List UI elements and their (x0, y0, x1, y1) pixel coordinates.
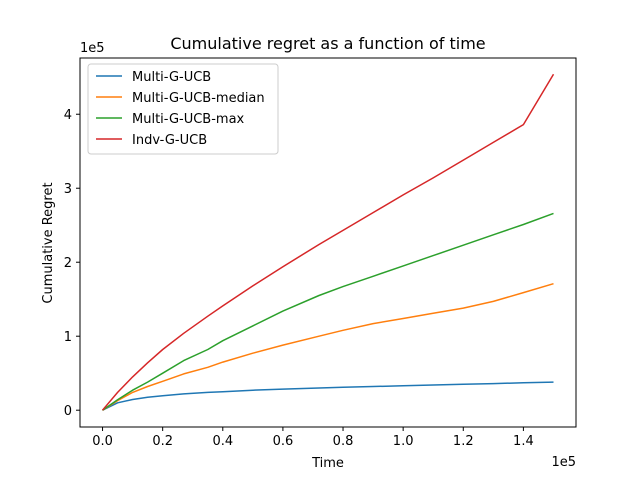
plot-frame (79, 57, 577, 428)
series-line-4 (101, 73, 555, 411)
x-scale-label: 1e5 (551, 455, 576, 470)
x-tick-label: 0.0 (92, 434, 113, 449)
plot-lines (101, 73, 555, 411)
series-line-2 (102, 282, 554, 411)
legend: Multi-G-UCB Multi-G-UCB-median Multi-G-UCB… (87, 63, 279, 155)
series-line-3 (102, 212, 554, 411)
chart-title: Cumulative regret as a function of time (170, 34, 485, 53)
x-tick-label: 1.2 (453, 434, 474, 449)
legend-label: Multi-G-UCB-median (132, 91, 265, 106)
y-tick-label: 2 (64, 256, 72, 271)
x-tick-label: 0.6 (273, 434, 294, 449)
x-axis: 0.0 0.2 0.4 0.6 0.8 1.0 1.2 1.4 (92, 427, 534, 449)
y-axis: 0 1 2 3 4 (64, 108, 80, 419)
legend-box (87, 63, 279, 155)
y-axis-title: Cumulative Regret (41, 182, 56, 303)
y-tick-label: 3 (64, 182, 72, 197)
x-tick-label: 0.4 (212, 434, 233, 449)
y-tick-label: 4 (64, 108, 72, 123)
y-tick-label: 0 (64, 404, 72, 419)
x-tick-label: 0.8 (333, 434, 354, 449)
y-tick-label: 1 (64, 330, 72, 345)
x-tick-label: 1.4 (513, 434, 534, 449)
series-line-1 (102, 381, 554, 411)
x-tick-label: 1.0 (393, 434, 414, 449)
x-tick-label: 0.2 (152, 434, 173, 449)
y-scale-label: 1e5 (80, 41, 105, 56)
legend-label: Multi-G-UCB-max (132, 112, 245, 127)
legend-label: Indv-G-UCB (132, 133, 207, 148)
legend-label: Multi-G-UCB (132, 70, 211, 85)
x-axis-title: Time (311, 456, 344, 471)
